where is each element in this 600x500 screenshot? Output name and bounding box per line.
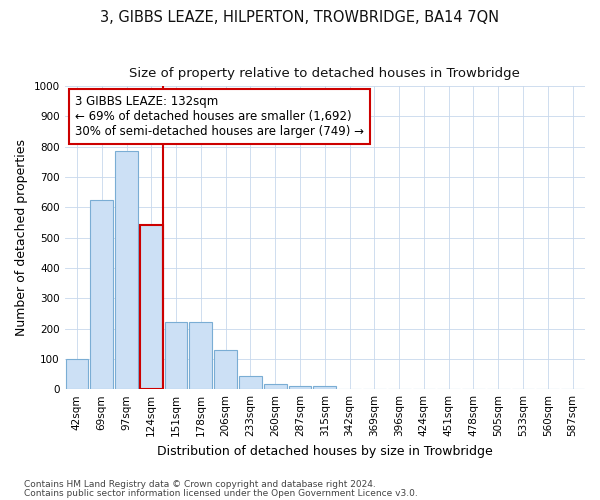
Bar: [164, 322, 187, 389]
Bar: [115, 151, 138, 389]
Bar: [214, 350, 237, 389]
Text: 3, GIBBS LEAZE, HILPERTON, TROWBRIDGE, BA14 7QN: 3, GIBBS LEAZE, HILPERTON, TROWBRIDGE, B…: [100, 10, 500, 25]
Bar: [289, 386, 311, 389]
Bar: [313, 386, 336, 389]
Bar: [140, 226, 163, 389]
Title: Size of property relative to detached houses in Trowbridge: Size of property relative to detached ho…: [130, 68, 520, 80]
Text: 3 GIBBS LEAZE: 132sqm
← 69% of detached houses are smaller (1,692)
30% of semi-d: 3 GIBBS LEAZE: 132sqm ← 69% of detached …: [75, 95, 364, 138]
Bar: [239, 376, 262, 389]
Bar: [91, 200, 113, 389]
Bar: [65, 359, 88, 389]
Text: Contains HM Land Registry data © Crown copyright and database right 2024.: Contains HM Land Registry data © Crown c…: [24, 480, 376, 489]
Bar: [264, 384, 287, 389]
Y-axis label: Number of detached properties: Number of detached properties: [15, 139, 28, 336]
X-axis label: Distribution of detached houses by size in Trowbridge: Distribution of detached houses by size …: [157, 444, 493, 458]
Bar: [190, 322, 212, 389]
Text: Contains public sector information licensed under the Open Government Licence v3: Contains public sector information licen…: [24, 488, 418, 498]
